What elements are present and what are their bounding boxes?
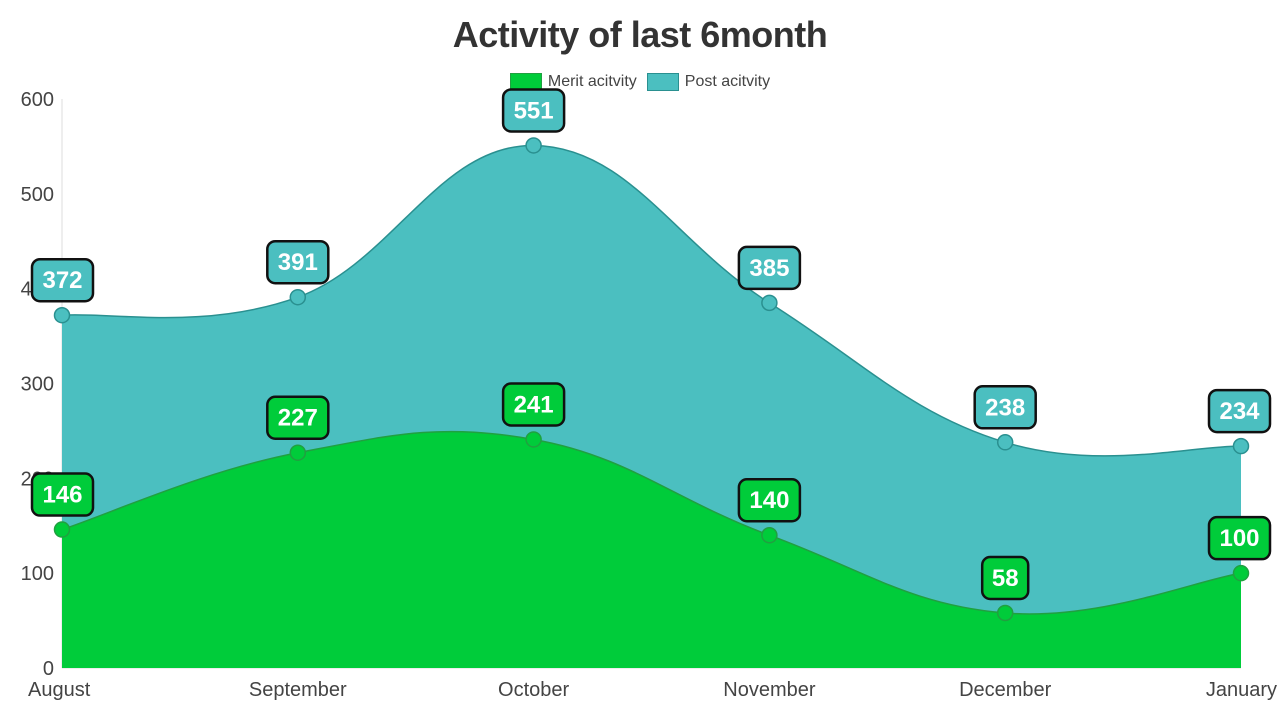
x-tick-label: January [1206,679,1277,701]
data-label-box [266,395,330,440]
data-label: 391 [278,249,318,276]
y-tick-label: 100 [21,563,54,585]
data-label: 140 [749,487,789,514]
legend-label-merit: Merit acitvity [547,73,637,90]
data-label-box [1207,515,1272,561]
x-tick-label: August [28,679,91,701]
series-area-0 [62,431,1241,668]
chart-title: Activity of last 6month [452,14,828,55]
data-point[interactable] [525,431,542,448]
y-tick-label: 0 [43,658,54,680]
data-label: 146 [42,482,82,509]
data-label: 58 [992,565,1019,592]
data-point[interactable] [1232,564,1250,582]
legend: Merit acitvity Post acitvity [0,73,1280,91]
legend-item-post[interactable]: Post acitvity [646,73,771,91]
data-label: 385 [749,255,789,282]
data-label: 551 [514,97,554,124]
data-point[interactable] [996,434,1014,451]
data-point[interactable] [1232,437,1250,455]
data-label: 238 [985,394,1025,421]
data-point[interactable] [761,526,778,544]
data-label-box [266,239,330,285]
data-point[interactable] [525,137,542,154]
series-areas [61,144,1242,669]
data-point[interactable] [761,294,778,312]
data-points [53,137,1250,622]
series-line-0 [61,430,1242,615]
y-tick-label: 500 [21,184,54,206]
data-label-box [737,245,802,291]
data-label-box [30,257,95,303]
series-line-1 [61,144,1242,457]
data-point[interactable] [53,521,71,538]
legend-label-post: Post acitvity [684,73,771,90]
data-label: 227 [278,405,318,432]
data-labels: 146 227 241 140 58 100 372 391 551 385 238 234 [30,88,1272,601]
y-tick-label: 300 [21,374,54,396]
x-tick-label: November [723,679,816,701]
y-tick-label: 600 [21,89,54,111]
data-point[interactable] [289,288,307,306]
x-tick-label: October [498,679,569,701]
data-point[interactable] [289,444,307,461]
x-tick-label: September [249,679,347,701]
data-label-box [1207,388,1272,434]
data-point[interactable] [996,604,1014,622]
data-label: 372 [42,267,82,294]
data-label-box [737,477,802,523]
data-label-box [501,88,566,133]
data-label-box [980,555,1030,601]
data-label-box [501,382,566,427]
data-point[interactable] [53,306,71,324]
data-label: 100 [1219,525,1259,552]
data-label-box [973,385,1037,430]
x-tick-label: December [959,679,1052,701]
data-label-box [30,472,95,517]
data-label: 234 [1219,398,1260,425]
legend-swatch-post [646,73,679,91]
data-label: 241 [514,391,554,418]
